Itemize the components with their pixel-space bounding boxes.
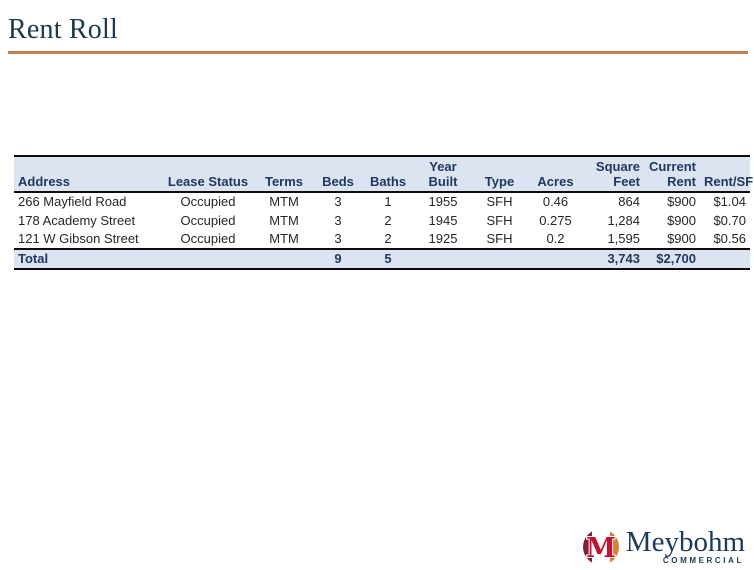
meybohm-logo: M Meybohm COMMERCIAL bbox=[582, 526, 745, 566]
column-header-lease-status: Lease Status bbox=[162, 155, 254, 193]
column-header-baths: Baths bbox=[362, 155, 414, 193]
column-header-year-built: Year Built bbox=[414, 155, 472, 193]
table-header-row: Address Lease Status Terms Beds Baths Ye… bbox=[14, 155, 753, 193]
cell-square-feet: 1,595 bbox=[584, 230, 644, 249]
cell-year-built: 1925 bbox=[414, 230, 472, 249]
column-header-current-rent: Current Rent bbox=[644, 155, 700, 193]
rent-roll-table: Address Lease Status Terms Beds Baths Ye… bbox=[14, 155, 753, 270]
table-row: 266 Mayfield Road Occupied MTM 3 1 1955 … bbox=[14, 192, 750, 211]
column-header-acres: Acres bbox=[527, 155, 584, 193]
column-header-beds: Beds bbox=[314, 155, 362, 193]
total-label: Total bbox=[14, 248, 162, 270]
cell-acres: 0.275 bbox=[527, 211, 584, 230]
cell-terms: MTM bbox=[254, 211, 314, 230]
logo-text: Meybohm COMMERCIAL bbox=[625, 525, 745, 565]
cell-lease-status: Occupied bbox=[162, 211, 254, 230]
cell-square-feet: 1,284 bbox=[584, 211, 644, 230]
total-beds: 9 bbox=[314, 248, 362, 270]
logo-subtitle: COMMERCIAL bbox=[662, 555, 744, 565]
cell-terms: MTM bbox=[254, 192, 314, 211]
cell-lease-status: Occupied bbox=[162, 192, 254, 211]
cell-type: SFH bbox=[472, 230, 527, 249]
cell-rent-sf: $0.70 bbox=[700, 211, 750, 230]
cell-baths: 1 bbox=[362, 192, 414, 211]
table-row: 178 Academy Street Occupied MTM 3 2 1945… bbox=[14, 211, 750, 230]
column-header-terms: Terms bbox=[254, 155, 314, 193]
cell-baths: 2 bbox=[362, 211, 414, 230]
cell-beds: 3 bbox=[314, 230, 362, 249]
cell-address: 178 Academy Street bbox=[14, 211, 162, 230]
table-row: 121 W Gibson Street Occupied MTM 3 2 192… bbox=[14, 230, 750, 249]
page-title: Rent Roll bbox=[8, 14, 118, 45]
cell-year-built: 1955 bbox=[414, 192, 472, 211]
title-underline-rule bbox=[8, 51, 748, 54]
cell-address: 266 Mayfield Road bbox=[14, 192, 162, 211]
cell-type: SFH bbox=[472, 211, 527, 230]
meybohm-m-monogram-icon: M bbox=[582, 529, 619, 565]
cell-rent-sf: $0.56 bbox=[700, 230, 750, 249]
cell-terms: MTM bbox=[254, 230, 314, 249]
logo-name: Meybohm bbox=[625, 525, 745, 558]
cell-beds: 3 bbox=[314, 192, 362, 211]
cell-baths: 2 bbox=[362, 230, 414, 249]
cell-acres: 0.2 bbox=[527, 230, 584, 249]
column-header-square-feet: Square Feet bbox=[584, 155, 644, 193]
total-current-rent: $2,700 bbox=[644, 248, 700, 270]
total-square-feet: 3,743 bbox=[584, 248, 644, 270]
total-row: Total 9 5 3,743 $2,700 bbox=[14, 248, 750, 270]
cell-current-rent: $900 bbox=[644, 211, 700, 230]
cell-rent-sf: $1.04 bbox=[700, 192, 750, 211]
cell-type: SFH bbox=[472, 192, 527, 211]
column-header-address: Address bbox=[14, 155, 162, 193]
cell-beds: 3 bbox=[314, 211, 362, 230]
cell-year-built: 1945 bbox=[414, 211, 472, 230]
cell-acres: 0.46 bbox=[527, 192, 584, 211]
total-baths: 5 bbox=[362, 248, 414, 270]
cell-lease-status: Occupied bbox=[162, 230, 254, 249]
column-header-type: Type bbox=[472, 155, 527, 193]
cell-current-rent: $900 bbox=[644, 192, 700, 211]
monogram-letter: M bbox=[586, 533, 616, 564]
column-header-rent-sf: Rent/SF bbox=[700, 155, 753, 193]
cell-address: 121 W Gibson Street bbox=[14, 230, 162, 249]
cell-current-rent: $900 bbox=[644, 230, 700, 249]
cell-square-feet: 864 bbox=[584, 192, 644, 211]
